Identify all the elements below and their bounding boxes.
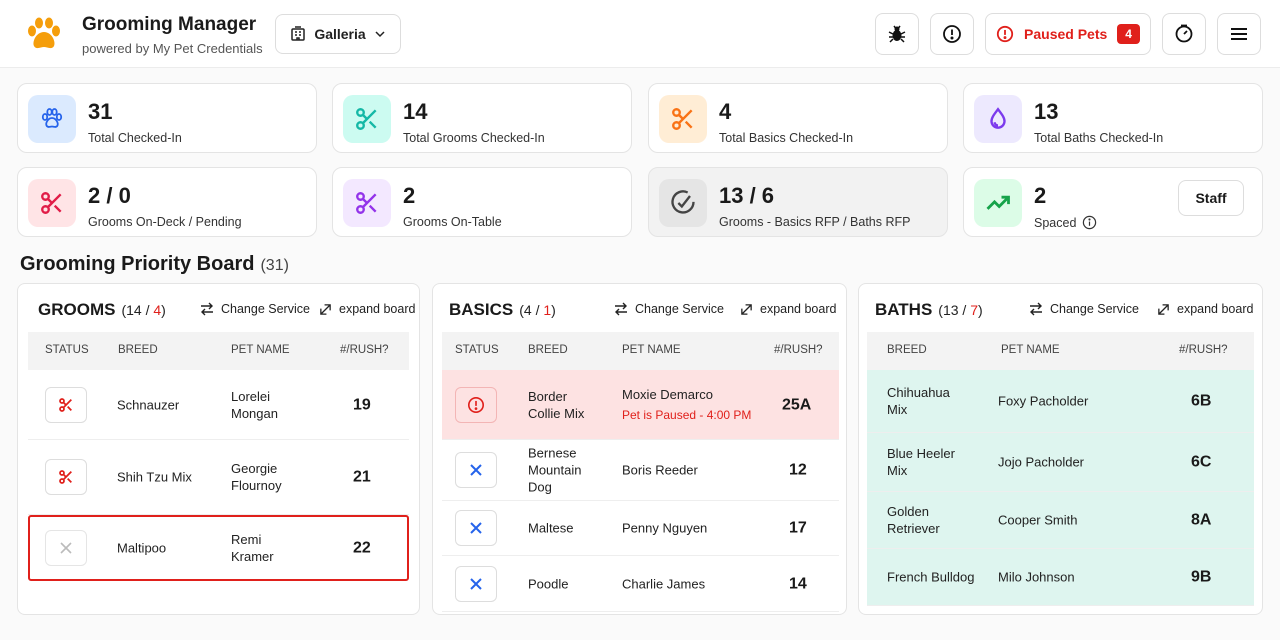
stat-spaced: 2 Spaced Staff [963,167,1263,237]
stat-total-baths: 13 Total Baths Checked-In [963,83,1263,153]
baths-panel: BATHS (13 / 7) Change Service expand boar… [858,283,1263,615]
stat-value: 2 [1034,183,1047,208]
stat-label: Total Grooms Checked-In [403,131,545,145]
change-service-button[interactable]: Change Service [614,302,724,316]
stat-grooms-on-deck: 2 / 0 Grooms On-Deck / Pending [17,167,317,237]
table-row[interactable]: Chihuahua Mix Foxy Pacholder 6B [867,370,1254,433]
paused-note: Pet is Paused - 4:00 PM [622,407,752,422]
app-header: Grooming Manager powered by My Pet Crede… [0,0,1280,68]
swap-icon [1030,302,1042,316]
expand-icon [741,303,752,315]
expand-icon [320,303,331,315]
table-row[interactable]: Maltese Penny Nguyen 17 [442,501,839,556]
status-scissors-icon[interactable] [45,386,87,423]
scissors-icon [343,179,391,227]
panel-title: GROOMS (14 / 4) [38,300,166,319]
stat-value: 14 [403,99,428,124]
status-close-icon[interactable] [455,510,497,546]
panel-title: BASICS (4 / 1) [449,300,556,319]
change-service-button[interactable]: Change Service [200,302,310,316]
alert-circle-icon [996,25,1014,43]
paw-icon [28,95,76,143]
building-icon [291,26,306,41]
stat-value: 13 [1034,99,1059,124]
stat-value: 4 [719,99,732,124]
scissors-icon [659,95,707,143]
water-drop-icon [974,95,1022,143]
paused-count-badge: 4 [1117,24,1140,44]
status-alert-icon[interactable] [455,386,497,423]
board-title: Grooming Priority Board (31) [20,253,289,275]
stat-label: Total Basics Checked-In [719,131,854,145]
stat-value: 13 / 6 [719,183,775,208]
table-row[interactable]: French Bulldog Milo Johnson 9B [867,549,1254,606]
table-header: STATUS BREED PET NAME #/RUSH? [28,332,409,370]
stat-rfp: 13 / 6 Grooms - Basics RFP / Baths RFP [648,167,948,237]
paw-logo-icon [28,17,60,49]
alert-button[interactable] [930,13,974,55]
change-service-button[interactable]: Change Service [1029,302,1139,316]
hamburger-menu-icon [1231,28,1247,40]
table-row[interactable]: Blue Heeler Mix Jojo Pacholder 6C [867,433,1254,492]
app-title: Grooming Manager [82,14,257,35]
panel-title: BATHS (13 / 7) [875,300,983,319]
status-close-icon[interactable] [455,565,497,602]
table-row[interactable]: Schnauzer Lorelei Mongan 19 [28,370,409,440]
stat-total-grooms: 14 Total Grooms Checked-In [332,83,632,153]
menu-button[interactable] [1217,13,1261,55]
table-header: BREED PET NAME #/RUSH? [867,332,1254,370]
expand-icon [1158,303,1169,315]
bug-report-button[interactable] [875,13,919,55]
status-close-icon[interactable] [455,452,497,488]
table-row-paused[interactable]: Border Collie Mix Moxie Demarco Pet is P… [442,370,839,440]
status-scissors-icon[interactable] [45,459,87,495]
stat-label: Grooms - Basics RFP / Baths RFP [719,215,911,229]
scissors-icon [343,95,391,143]
check-circle-icon [659,179,707,227]
stat-total-checked-in: 31 Total Checked-In [17,83,317,153]
paused-pets-label: Paused Pets [1024,26,1108,42]
stat-label: Spaced [1034,215,1097,230]
scissors-icon [28,179,76,227]
stat-label: Grooms On-Deck / Pending [88,215,242,229]
info-icon[interactable] [1082,215,1097,230]
table-row[interactable]: Bernese Mountain Dog Boris Reeder 12 [442,440,839,501]
status-close-icon[interactable] [45,530,87,566]
swap-icon [201,302,213,316]
staff-button[interactable]: Staff [1178,180,1244,216]
basics-panel: BASICS (4 / 1) Change Service expand boar… [432,283,847,615]
stat-label: Grooms On-Table [403,215,502,229]
bug-icon [888,25,906,43]
stat-value: 31 [88,99,113,124]
table-row[interactable]: Golden Retriever Cooper Smith 8A [867,492,1254,549]
table-header: STATUS BREED PET NAME #/RUSH? [442,332,839,370]
stat-label: Total Checked-In [88,131,182,145]
table-row-selected[interactable]: Maltipoo Remi Kramer 22 [28,515,409,581]
stat-value: 2 [403,183,416,208]
table-row[interactable]: Poodle Charlie James 14 [442,556,839,612]
location-label: Galleria [314,26,366,42]
timer-button[interactable] [1162,13,1206,55]
stat-total-basics: 4 Total Basics Checked-In [648,83,948,153]
pet-name: Moxie Demarco [622,386,714,402]
location-selector[interactable]: Galleria [275,14,401,54]
expand-board-button[interactable]: expand board [1157,302,1253,316]
stat-value: 2 / 0 [88,183,131,208]
chevron-down-icon [375,31,385,38]
timer-icon [1175,24,1193,43]
trending-up-icon [974,179,1022,227]
app-subtitle: powered by My Pet Credentials [82,41,263,56]
stat-grooms-on-table: 2 Grooms On-Table [332,167,632,237]
grooms-panel: GROOMS (14 / 4) Change Service expand boa… [17,283,420,615]
expand-board-button[interactable]: expand board [319,302,415,316]
expand-board-button[interactable]: expand board [740,302,836,316]
paused-pets-button[interactable]: Paused Pets 4 [985,13,1151,55]
alert-circle-icon [943,25,961,43]
stat-label: Total Baths Checked-In [1034,131,1164,145]
board-count: (31) [260,257,289,274]
swap-icon [615,302,627,316]
table-row[interactable]: Shih Tzu Mix Georgie Flournoy 21 [28,440,409,515]
